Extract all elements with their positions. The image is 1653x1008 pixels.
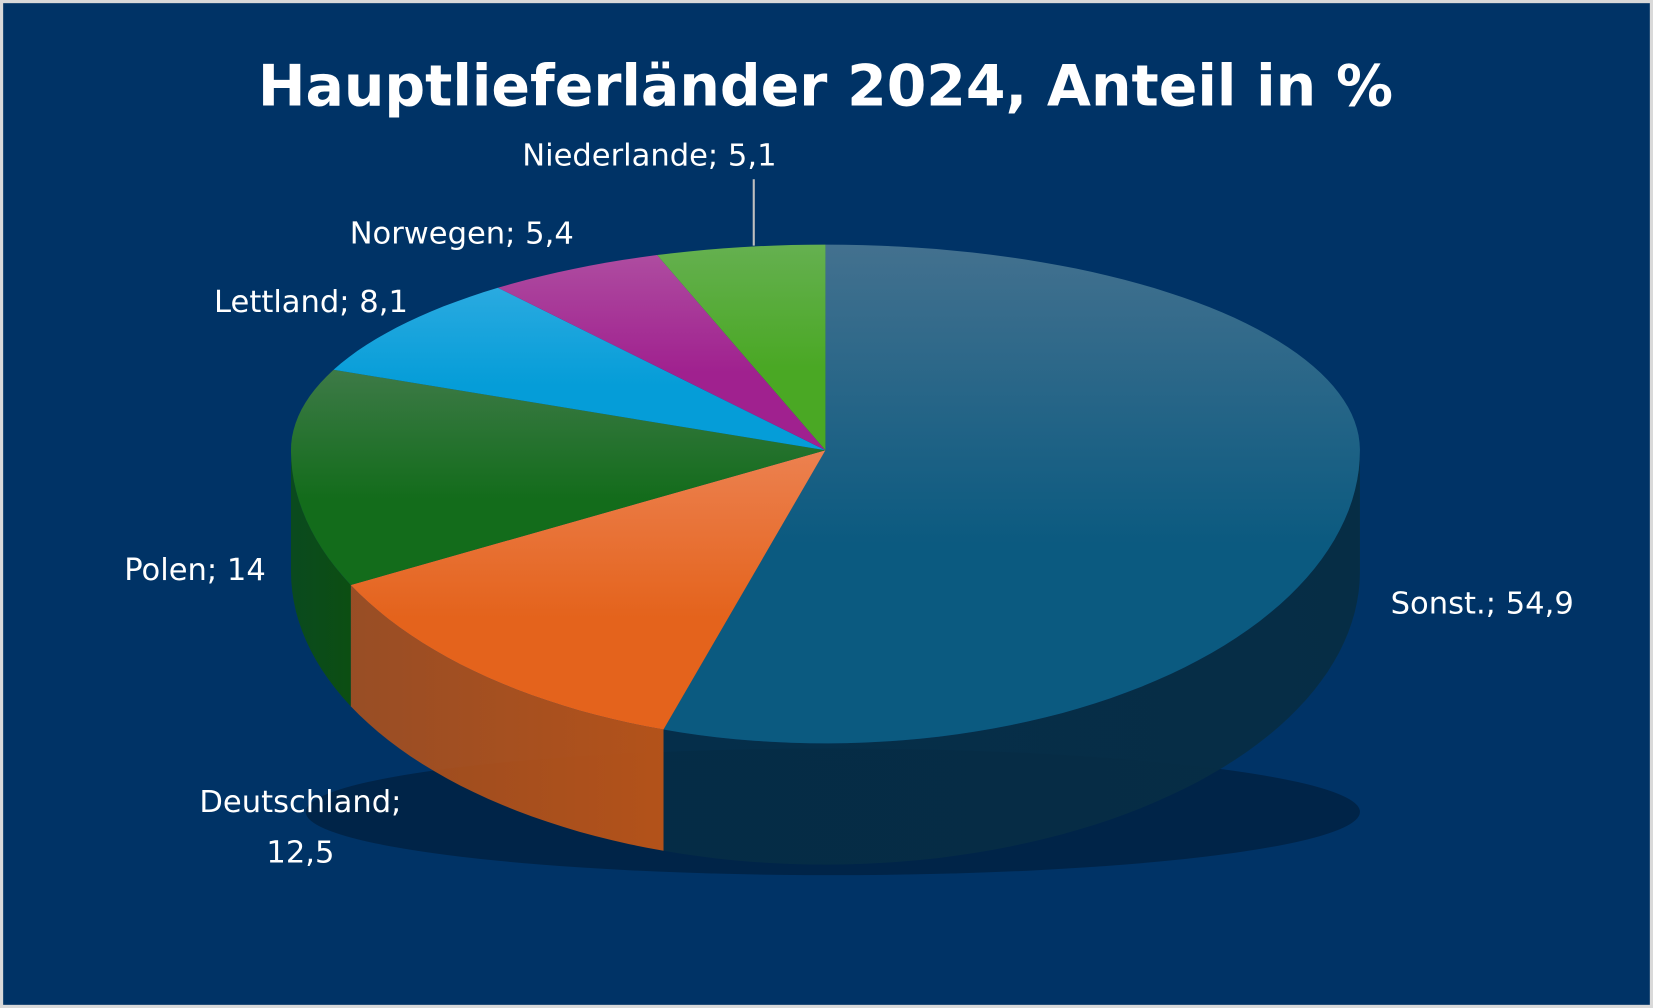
pie-slice-niederlande xyxy=(657,244,826,451)
data-label-sonst: Sonst.; 54,9 xyxy=(1391,587,1574,622)
pie-slice-deutschland xyxy=(350,450,826,730)
pie-slice-norwegen xyxy=(497,255,826,451)
data-label-norwegen: Norwegen; 5,4 xyxy=(350,217,574,252)
chart-title: Hauptlieferländer 2024, Anteil in % xyxy=(258,53,1393,119)
pie-side-polen xyxy=(290,450,351,707)
data-label-niederlande: Niederlande; 5,1 xyxy=(522,139,776,174)
data-label-deutschland-line1: Deutschland; xyxy=(199,785,401,820)
data-label-lettland: Lettland; 8,1 xyxy=(214,285,408,320)
pie-slice-sonst xyxy=(663,244,1360,744)
pie-side-deutschland xyxy=(350,584,664,851)
pie-side-sonst xyxy=(663,450,1360,865)
data-label-deutschland-line2: 12,5 xyxy=(266,835,334,870)
pie-slice-lettland xyxy=(333,287,826,451)
pie-slice-polen xyxy=(290,369,826,585)
data-label-polen: Polen; 14 xyxy=(124,553,266,588)
